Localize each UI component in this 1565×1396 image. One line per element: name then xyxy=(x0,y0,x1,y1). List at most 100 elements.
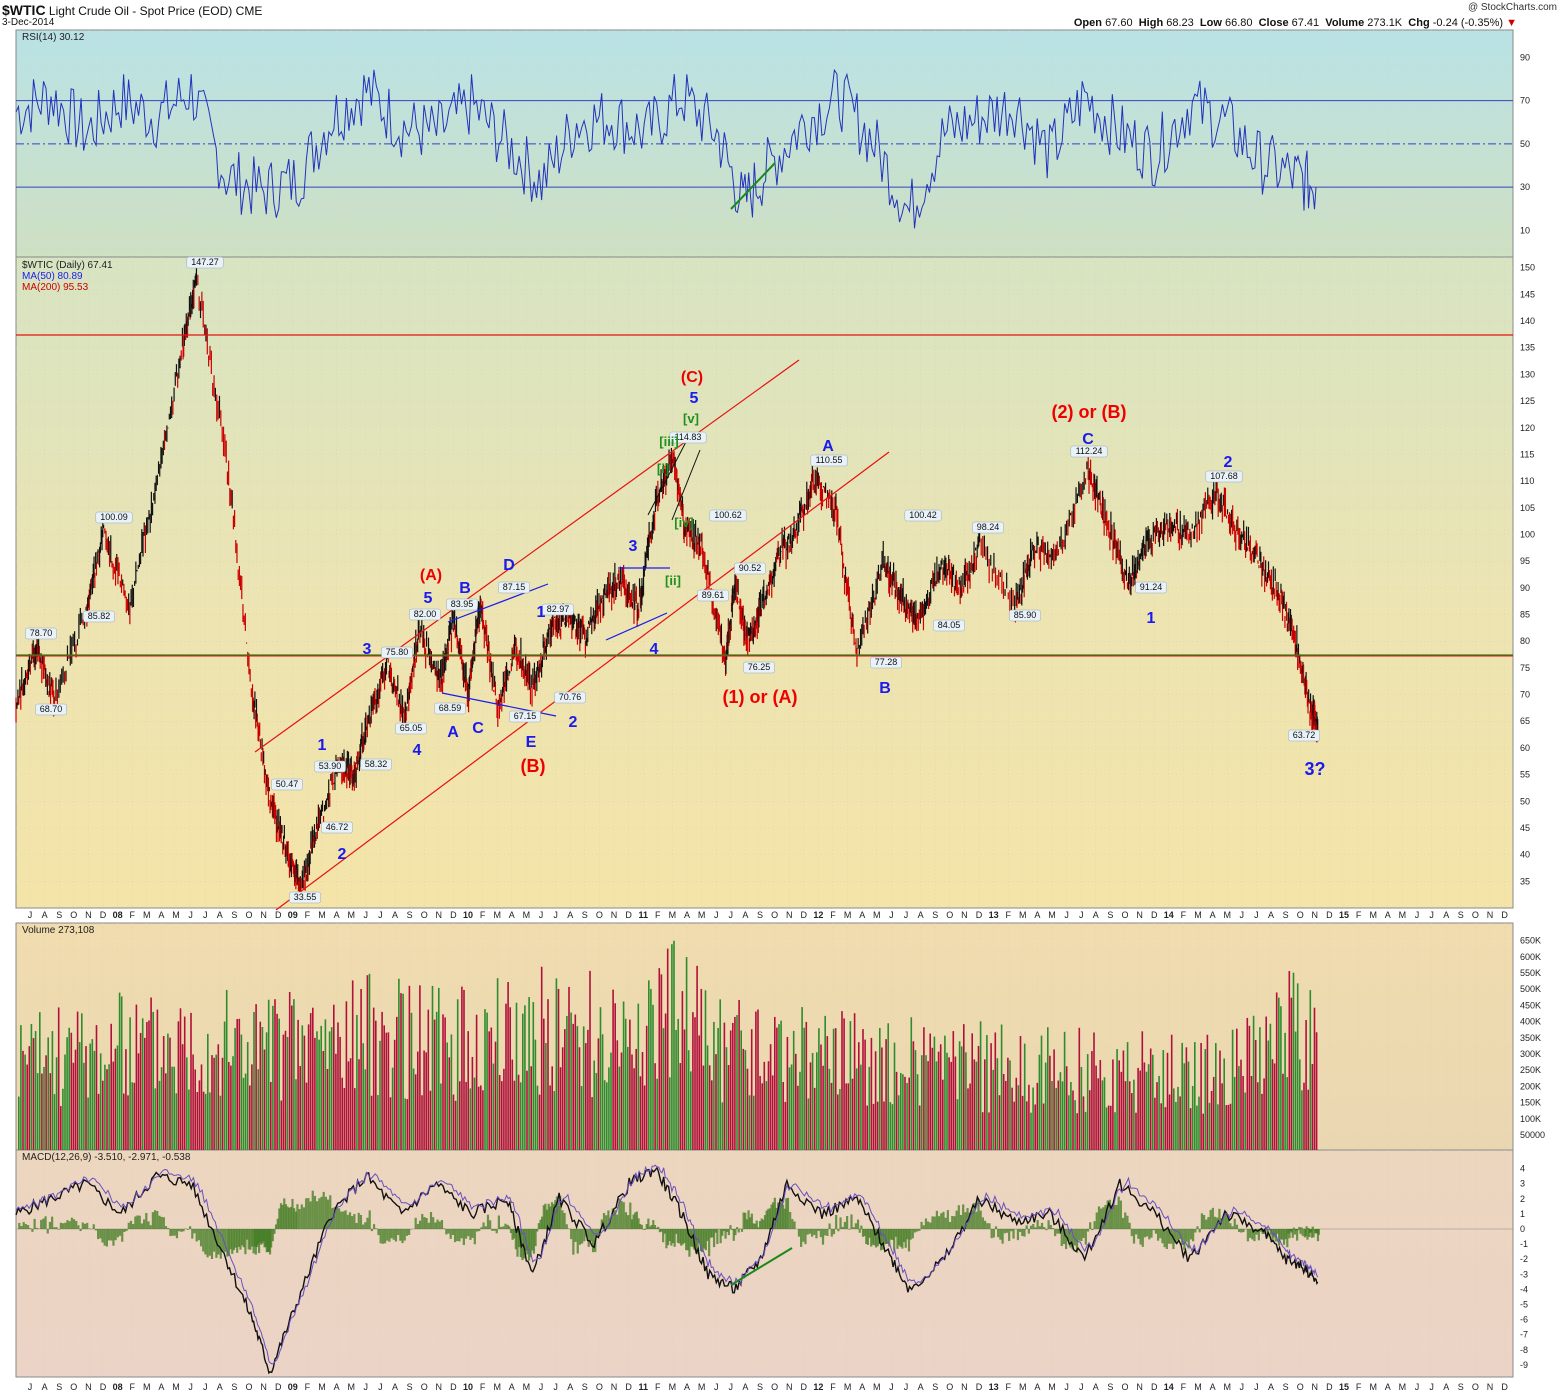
x-tick-label: D xyxy=(450,1382,457,1392)
volume-bar xyxy=(39,1012,41,1150)
volume-bar xyxy=(324,1019,327,1150)
macd-histogram-bar xyxy=(837,1229,840,1232)
volume-bar xyxy=(923,1027,925,1150)
volume-bar xyxy=(349,1058,352,1150)
x-tick-label: N xyxy=(436,1382,443,1392)
volume-bar xyxy=(656,1078,658,1150)
volume-bar xyxy=(576,1026,579,1150)
volume-bar xyxy=(1225,1105,1228,1150)
price-pivot-label: 85.90 xyxy=(1014,610,1037,620)
volume-bar xyxy=(1030,1112,1032,1150)
volume-bar xyxy=(1280,1006,1282,1150)
price-y-tick: 40 xyxy=(1520,850,1530,860)
x-tick-label: A xyxy=(1210,1382,1216,1392)
macd-histogram-bar xyxy=(143,1219,146,1229)
price-pivot-label: 89.61 xyxy=(702,590,725,600)
volume-bar xyxy=(251,1064,253,1150)
volume-bar xyxy=(851,1078,854,1150)
volume-bar xyxy=(543,1018,545,1150)
macd-histogram-bar xyxy=(156,1211,159,1229)
price-pivot-box xyxy=(542,603,574,616)
macd-histogram-bar xyxy=(244,1229,247,1255)
macd-histogram-bar xyxy=(110,1229,113,1241)
volume-bar xyxy=(22,1050,24,1150)
volume-bar xyxy=(477,1086,480,1150)
price-y-tick: 100 xyxy=(1520,529,1535,539)
macd-histogram-bar xyxy=(605,1215,608,1229)
macd-histogram-bar xyxy=(375,1228,378,1229)
macd-histogram-bar xyxy=(116,1229,119,1238)
chart-date: 3-Dec-2014 xyxy=(2,17,55,28)
macd-histogram-bar xyxy=(1181,1229,1184,1246)
macd-histogram-bar xyxy=(1305,1226,1308,1229)
x-tick-label: M xyxy=(347,1382,355,1392)
macd-histogram-bar xyxy=(1054,1229,1057,1237)
macd-histogram-bar xyxy=(1029,1225,1033,1229)
x-tick-label: N xyxy=(1136,910,1143,920)
volume-bar xyxy=(683,1029,686,1150)
x-tick-label: A xyxy=(1443,1382,1449,1392)
macd-histogram-bar xyxy=(752,1223,755,1229)
volume-bar xyxy=(309,1013,312,1150)
volume-bar xyxy=(160,1067,163,1150)
macd-histogram-bar xyxy=(1316,1229,1320,1242)
x-tick-label: J xyxy=(889,910,894,920)
volume-bar xyxy=(696,965,698,1150)
volume-bar xyxy=(1124,1081,1127,1150)
volume-bar xyxy=(658,968,661,1150)
price-pivot-label: 91.24 xyxy=(1140,582,1163,592)
macd-histogram-bar xyxy=(324,1196,327,1229)
x-tick-label: J xyxy=(714,1382,719,1392)
volume-bar xyxy=(971,1033,973,1150)
rsi-line xyxy=(15,68,1317,229)
macd-histogram-bar xyxy=(696,1229,699,1255)
macd-histogram-bar xyxy=(136,1215,139,1229)
wave-label: [i] xyxy=(657,461,669,476)
volume-bar xyxy=(1032,1087,1034,1150)
volume-bar xyxy=(1013,1101,1015,1150)
macd-histogram-bar xyxy=(581,1229,584,1244)
macd-y-tick: 2 xyxy=(1520,1194,1525,1204)
x-tick-label: O xyxy=(1297,1382,1304,1392)
x-tick-label: N xyxy=(436,910,443,920)
x-tick-label: D xyxy=(625,910,632,920)
macd-histogram-bar xyxy=(951,1215,954,1229)
volume-y-tick: 300K xyxy=(1520,1049,1541,1059)
price-pivot-label: 82.00 xyxy=(414,609,437,619)
macd-histogram-bar xyxy=(1194,1229,1197,1233)
macd-histogram-bar xyxy=(839,1217,842,1229)
volume-bar xyxy=(165,1073,167,1150)
x-tick-label: F xyxy=(1356,1382,1362,1392)
volume-bar xyxy=(347,1061,350,1150)
volume-bar xyxy=(572,1023,574,1150)
macd-histogram-bar xyxy=(681,1229,684,1245)
volume-bar xyxy=(669,1077,671,1150)
volume-bar xyxy=(719,999,721,1150)
volume-bar xyxy=(62,1088,64,1150)
volume-bar xyxy=(408,985,411,1150)
macd-histogram-bar xyxy=(26,1225,30,1229)
volume-bar xyxy=(1170,1034,1173,1150)
volume-bar xyxy=(967,1088,969,1150)
macd-histogram-bar xyxy=(860,1225,863,1229)
volume-bar xyxy=(608,1067,610,1150)
volume-bar xyxy=(461,986,463,1150)
volume-bar xyxy=(49,1073,52,1150)
volume-bar xyxy=(715,1054,717,1150)
macd-y-tick: -9 xyxy=(1520,1360,1528,1370)
macd-histogram-bar xyxy=(1062,1229,1066,1245)
volume-bar xyxy=(89,1043,91,1150)
volume-bar xyxy=(312,1007,314,1150)
macd-histogram-bar xyxy=(173,1229,176,1236)
macd-histogram-bar xyxy=(451,1229,455,1235)
volume-bar xyxy=(209,1092,211,1150)
x-tick-label: M xyxy=(1194,910,1202,920)
volume-bar xyxy=(725,1047,728,1150)
macd-histogram-bar xyxy=(884,1229,888,1244)
macd-histogram-bar xyxy=(307,1197,310,1229)
volume-bar xyxy=(895,1071,898,1150)
volume-bar xyxy=(83,1062,85,1150)
price-pivot-label: 77.28 xyxy=(875,657,898,667)
volume-bar xyxy=(1269,1023,1272,1150)
macd-histogram-bar xyxy=(1306,1229,1309,1240)
